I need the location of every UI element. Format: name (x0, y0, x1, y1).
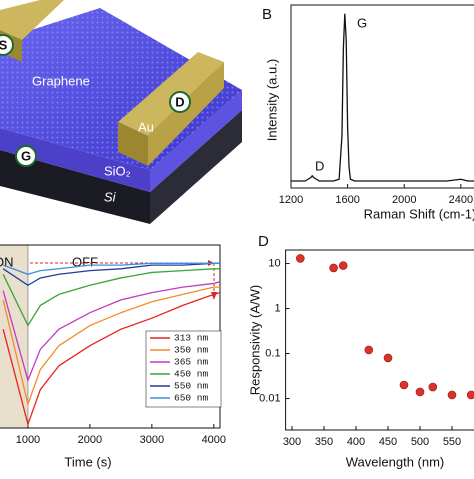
x-tick-label: 1000 (16, 434, 40, 446)
x-tick-label: 2400 (449, 194, 473, 206)
y-tick-label: 1 (274, 302, 280, 314)
legend-box (145, 330, 222, 408)
annotation: ON (0, 254, 14, 269)
series-line (291, 13, 474, 182)
device-illustration: Graphene Au SiO₂ Si S D G (0, 0, 242, 224)
x-axis-label: Time (s) (64, 454, 111, 469)
drain-side (148, 62, 224, 166)
gate-label: G (21, 148, 31, 163)
legend-label: 550 nm (174, 381, 209, 392)
plot-frame (285, 249, 474, 431)
x-axis-label: Wavelength (nm) (346, 454, 445, 469)
point (383, 353, 393, 363)
legend-label: 650 nm (174, 393, 209, 404)
oxide-side (150, 90, 242, 192)
si-front (0, 150, 150, 224)
legend-label: 313 nm (174, 333, 209, 344)
gate-badge (15, 145, 37, 167)
legend-label: 350 nm (174, 345, 209, 356)
y-tick-label: 0.01 (259, 392, 280, 404)
oxide-front (0, 128, 150, 192)
substrate-label: Si (104, 189, 117, 204)
x-tick-label: 550 (443, 436, 461, 448)
point (364, 345, 374, 355)
source-top (0, 0, 64, 40)
x-tick-label: 450 (379, 436, 397, 448)
panel-label: D (258, 233, 269, 250)
drain-top (118, 52, 224, 136)
x-tick-label: 2000 (392, 194, 416, 206)
drain-front (118, 122, 148, 166)
point (296, 254, 305, 263)
panel-label: B (262, 6, 272, 23)
x-axis-label: Raman Shift (cm-1) (364, 206, 474, 221)
drain-label: D (175, 94, 184, 109)
x-tick-label: 4000 (202, 434, 226, 446)
source-label: S (0, 37, 8, 52)
series-line (2, 280, 221, 383)
series-line (2, 268, 220, 327)
x-tick-label: 300 (283, 436, 301, 448)
point (415, 387, 425, 397)
source-badge (0, 34, 14, 56)
y-axis-label: Intensity (a.u.) (264, 59, 279, 141)
y-tick-label: 10 (268, 257, 280, 269)
x-tick-label: 2000 (78, 434, 102, 446)
channel-label: Graphene (32, 73, 90, 88)
x-tick-label: 400 (347, 436, 365, 448)
legend-label: 450 nm (174, 369, 209, 380)
y-tick-label: 0.1 (265, 347, 280, 359)
plot-frame (290, 4, 474, 189)
series-line (2, 262, 220, 287)
x-tick-label: 500 (411, 436, 429, 448)
x-tick-label: 1600 (335, 194, 359, 206)
point (447, 390, 457, 400)
x-tick-label: 3000 (140, 434, 164, 446)
series-line (2, 262, 220, 275)
series-line (2, 291, 221, 427)
oxide-label: SiO₂ (104, 163, 131, 178)
si-side (150, 110, 242, 224)
x-tick-label: 350 (315, 436, 333, 448)
point (466, 390, 474, 400)
point (399, 380, 409, 390)
point (329, 263, 338, 273)
point (338, 261, 348, 270)
annotation: D (315, 158, 324, 173)
drain-badge (169, 91, 191, 113)
legend-label: 365 nm (174, 357, 209, 368)
point (428, 382, 438, 392)
electrode-label: Au (138, 119, 154, 134)
y-axis-label: Responsivity (A/W) (247, 285, 262, 396)
annotation: G (357, 15, 367, 30)
series-line (2, 286, 220, 407)
x-tick-label: 1200 (279, 194, 303, 206)
